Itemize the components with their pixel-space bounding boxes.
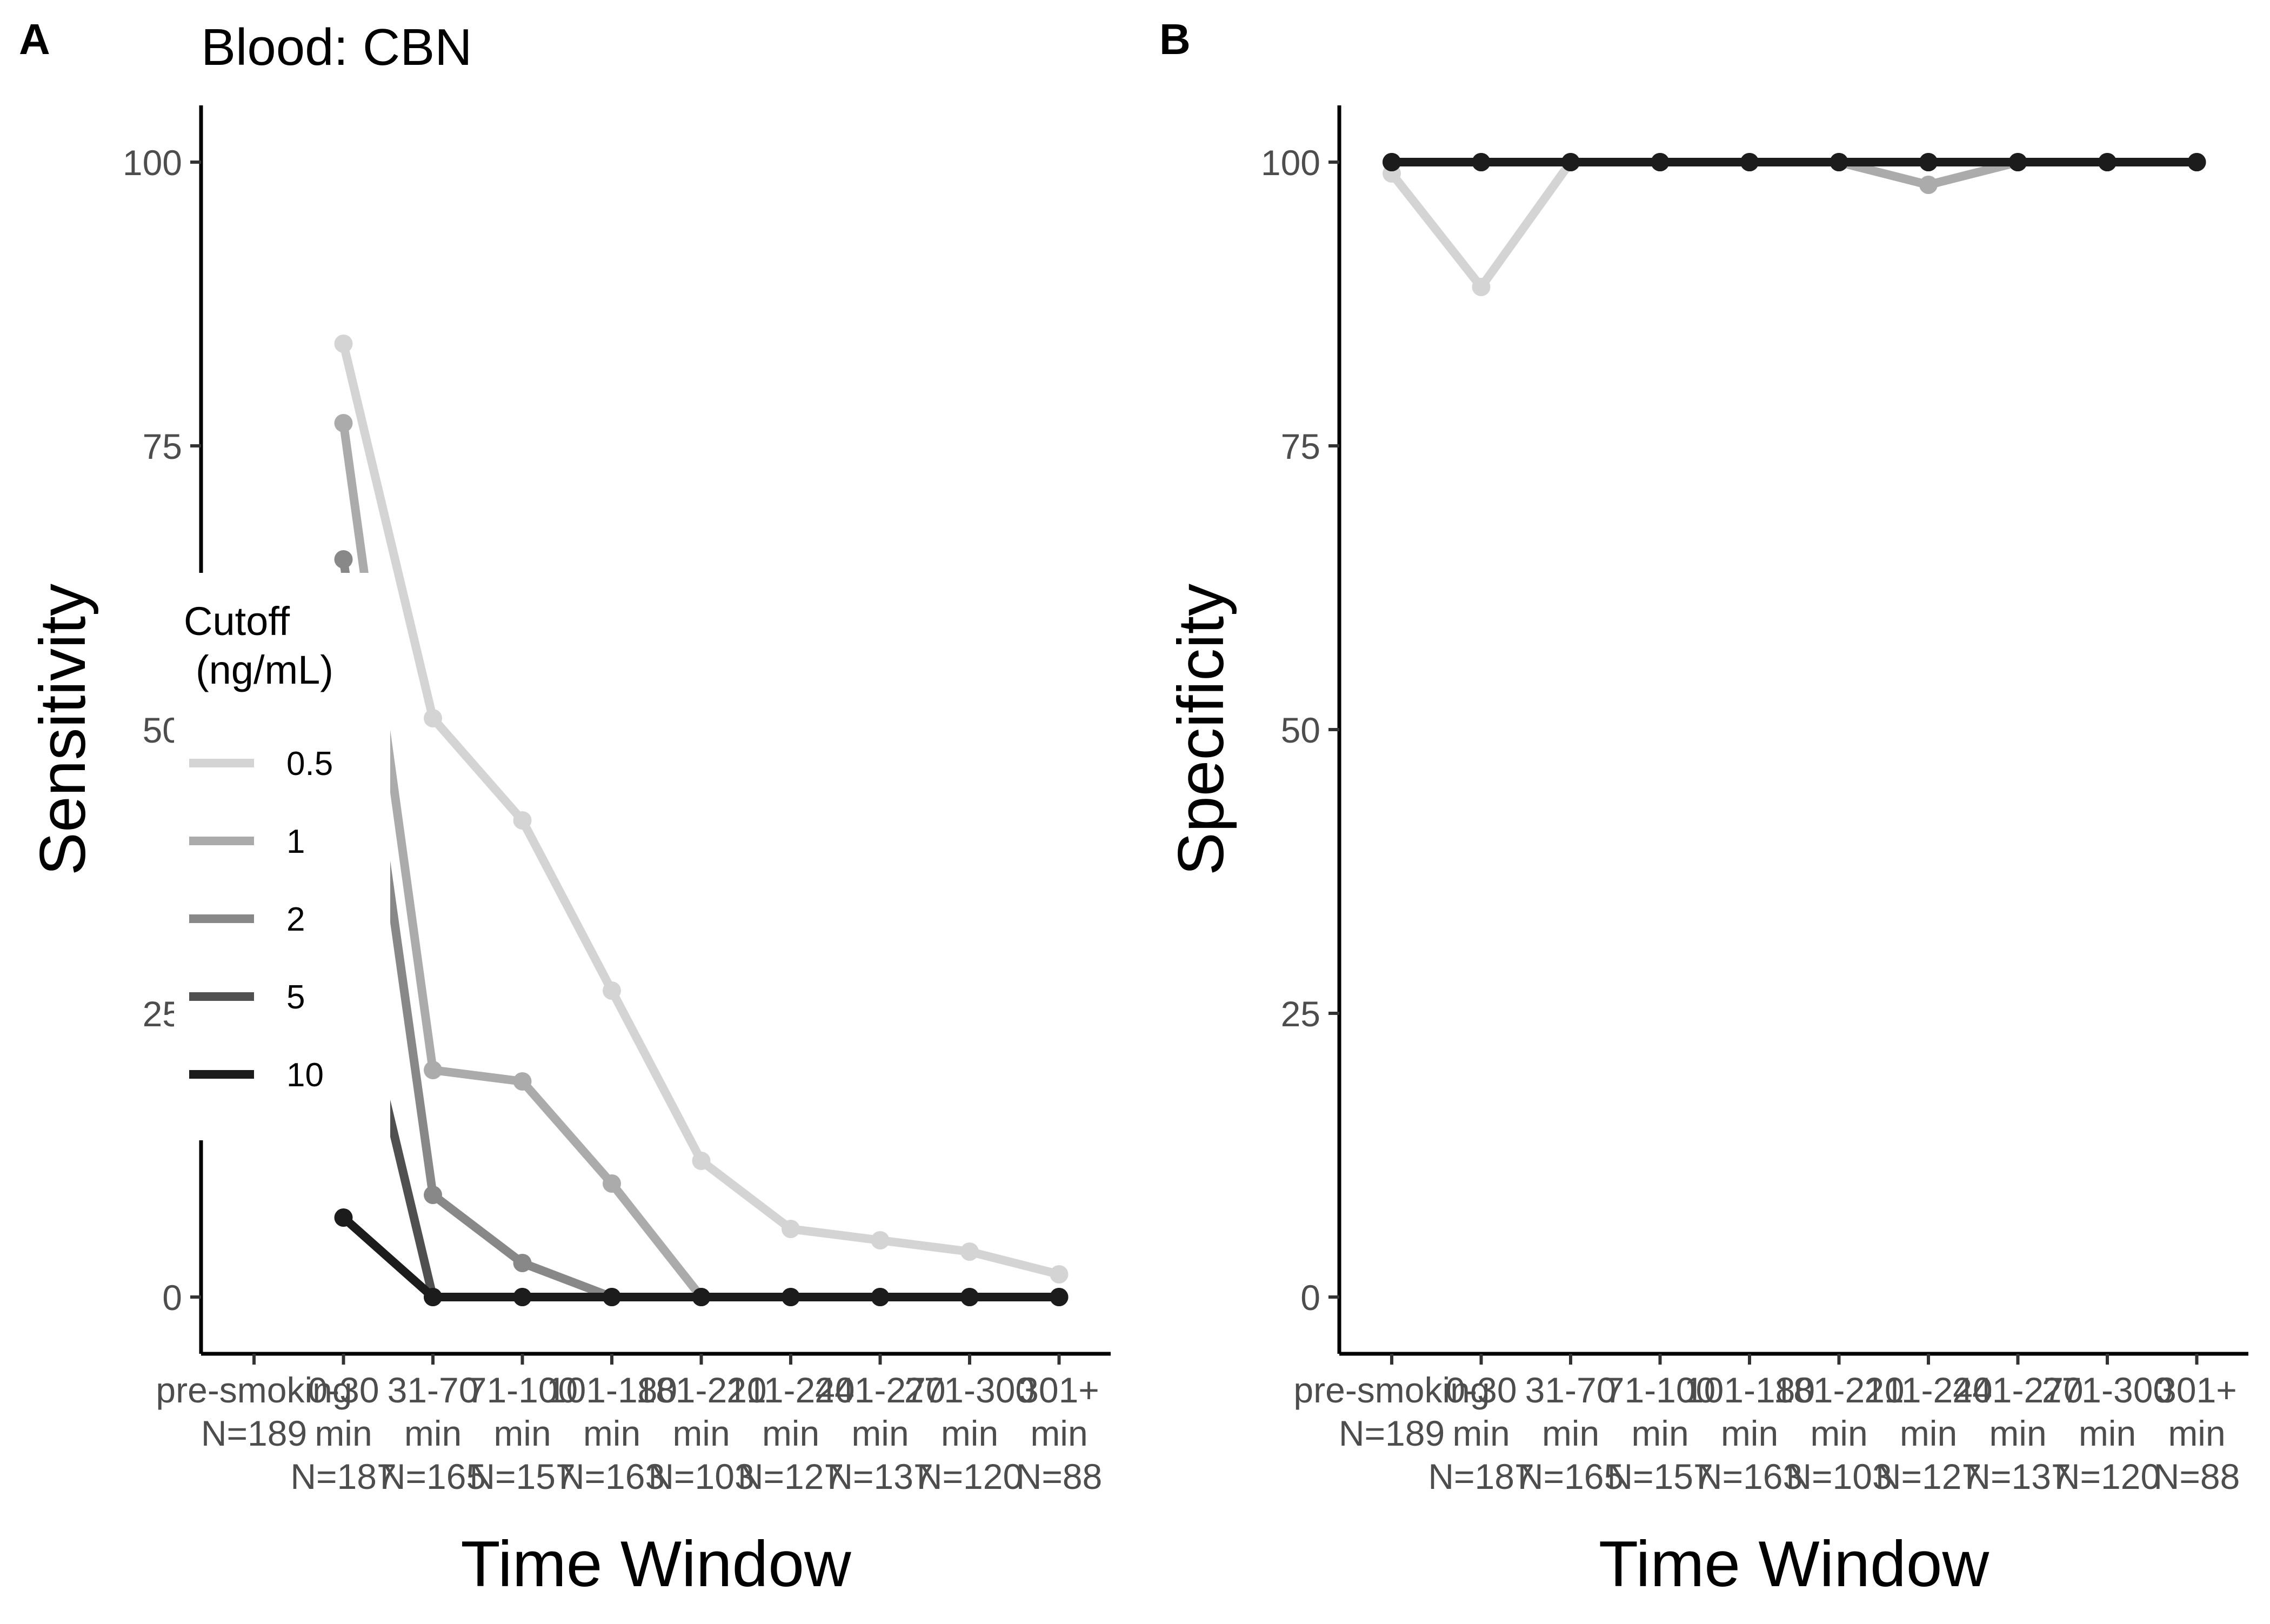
x-tick-label: 301+ min N=88 <box>1016 1370 1103 1496</box>
data-point-1 <box>603 1174 621 1193</box>
data-point-10 <box>1651 153 1670 171</box>
x-tick-label: 271-300 min N=120 <box>2042 1370 2173 1496</box>
x-tick-label: 241-270 min N=137 <box>814 1370 945 1496</box>
legend-label-0.5: 0.5 <box>286 745 333 783</box>
data-point-0.5 <box>424 709 442 727</box>
x-axis-title: Time Window <box>460 1528 851 1600</box>
data-point-0.5 <box>871 1231 890 1249</box>
y-axis-title: Sensitivity <box>26 584 99 876</box>
legend-label-2: 2 <box>286 901 305 938</box>
y-tick-label: 25 <box>1281 994 1320 1034</box>
legend-label-1: 1 <box>286 823 305 860</box>
y-tick-label: 50 <box>1281 710 1320 750</box>
data-point-2 <box>513 1254 532 1272</box>
data-point-10 <box>1472 153 1491 171</box>
x-tick-label: 31-70 min N=165 <box>380 1370 486 1496</box>
data-point-10 <box>2187 153 2206 171</box>
x-tick-label: 31-70 min N=165 <box>1518 1370 1624 1496</box>
y-tick-label: 0 <box>162 1278 182 1318</box>
legend-title: Cutoff (ng/mL) <box>184 599 333 692</box>
x-tick-label: pre-smoking N=189 <box>156 1370 352 1453</box>
legend-label-10: 10 <box>286 1057 324 1094</box>
data-point-10 <box>1740 153 1759 171</box>
data-point-0.5 <box>1472 278 1491 296</box>
panel-label-a: A <box>19 15 50 63</box>
x-tick-label: 211-240 min N=127 <box>1864 1370 1992 1496</box>
data-point-10 <box>424 1288 442 1306</box>
x-tick-label: 271-300 min N=120 <box>904 1370 1035 1496</box>
data-point-10 <box>1383 153 1401 171</box>
data-point-0.5 <box>603 981 621 1000</box>
x-tick-label: 0-30 min N=187 <box>290 1370 396 1496</box>
data-point-2 <box>424 1186 442 1204</box>
y-tick-label: 75 <box>1281 426 1320 466</box>
data-point-10 <box>513 1288 532 1306</box>
x-tick-label: 101-180 min N=163 <box>546 1370 677 1496</box>
data-point-0.5 <box>1050 1265 1069 1284</box>
data-point-1 <box>424 1061 442 1079</box>
y-tick-label: 0 <box>1300 1278 1320 1318</box>
legend-label-5: 5 <box>286 979 305 1016</box>
x-tick-label: pre-smoking N=189 <box>1293 1370 1490 1453</box>
x-axis-title: Time Window <box>1599 1528 1989 1600</box>
data-point-0.5 <box>513 811 532 830</box>
x-tick-label: 101-180 min N=163 <box>1684 1370 1815 1496</box>
data-point-10 <box>2098 153 2117 171</box>
data-point-10 <box>334 1208 353 1227</box>
data-point-0.5 <box>692 1152 711 1170</box>
y-tick-label: 75 <box>143 426 182 466</box>
x-tick-label: 71-100 min N=157 <box>467 1370 578 1496</box>
x-tick-label: 0-30 min N=187 <box>1428 1370 1534 1496</box>
data-point-10 <box>603 1288 621 1306</box>
x-tick-label: 71-100 min N=157 <box>1605 1370 1716 1496</box>
data-point-10 <box>1919 153 1938 171</box>
x-tick-label: 181-210 min N=103 <box>1773 1370 1904 1496</box>
data-point-2 <box>334 550 353 569</box>
data-point-1 <box>1919 176 1938 194</box>
data-point-10 <box>1830 153 1848 171</box>
data-point-0.5 <box>334 335 353 353</box>
data-point-10 <box>1050 1288 1069 1306</box>
data-point-10 <box>1561 153 1580 171</box>
panel-label-b: B <box>1159 15 1191 63</box>
data-point-10 <box>960 1288 979 1306</box>
data-point-0.5 <box>782 1220 800 1238</box>
legend: Cutoff (ng/mL) 0.5 1 2 5 10 <box>174 573 390 1140</box>
y-tick-label: 100 <box>123 143 182 183</box>
data-point-10 <box>692 1288 711 1306</box>
y-tick-label: 100 <box>1261 143 1320 183</box>
y-axis-title: Specificity <box>1165 584 1237 876</box>
x-tick-label: 301+ min N=88 <box>2154 1370 2240 1496</box>
chart-title: Blood: CBN <box>201 18 472 76</box>
x-tick-label: 211-240 min N=127 <box>726 1370 854 1496</box>
data-point-0.5 <box>960 1242 979 1261</box>
data-point-1 <box>513 1072 532 1091</box>
data-point-10 <box>2008 153 2027 171</box>
data-point-1 <box>334 414 353 432</box>
data-point-10 <box>782 1288 800 1306</box>
legend-background <box>174 573 390 1140</box>
x-tick-label: 181-210 min N=103 <box>636 1370 766 1496</box>
data-point-10 <box>871 1288 890 1306</box>
x-tick-label: 241-270 min N=137 <box>1952 1370 2083 1496</box>
